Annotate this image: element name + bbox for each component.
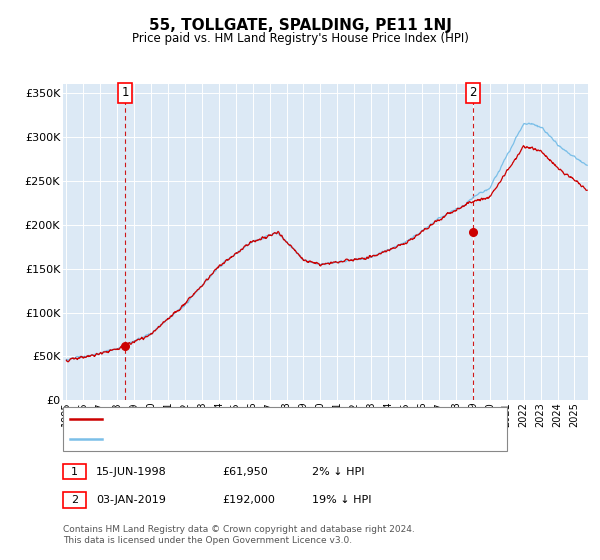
Text: 55, TOLLGATE, SPALDING, PE11 1NJ: 55, TOLLGATE, SPALDING, PE11 1NJ xyxy=(149,18,451,33)
Text: Contains HM Land Registry data © Crown copyright and database right 2024.
This d: Contains HM Land Registry data © Crown c… xyxy=(63,525,415,545)
Text: 1: 1 xyxy=(71,466,78,477)
Text: 19% ↓ HPI: 19% ↓ HPI xyxy=(312,495,371,505)
Text: Price paid vs. HM Land Registry's House Price Index (HPI): Price paid vs. HM Land Registry's House … xyxy=(131,32,469,45)
Text: 2: 2 xyxy=(469,86,477,99)
Text: 03-JAN-2019: 03-JAN-2019 xyxy=(96,495,166,505)
Text: £61,950: £61,950 xyxy=(222,466,268,477)
Text: 1: 1 xyxy=(121,86,129,99)
Text: 2: 2 xyxy=(71,495,78,505)
Text: 2% ↓ HPI: 2% ↓ HPI xyxy=(312,466,365,477)
Text: £192,000: £192,000 xyxy=(222,495,275,505)
Text: HPI: Average price, detached house, South Holland: HPI: Average price, detached house, Sout… xyxy=(106,434,385,444)
Text: 15-JUN-1998: 15-JUN-1998 xyxy=(96,466,167,477)
Text: 55, TOLLGATE, SPALDING, PE11 1NJ (detached house): 55, TOLLGATE, SPALDING, PE11 1NJ (detach… xyxy=(106,414,400,424)
